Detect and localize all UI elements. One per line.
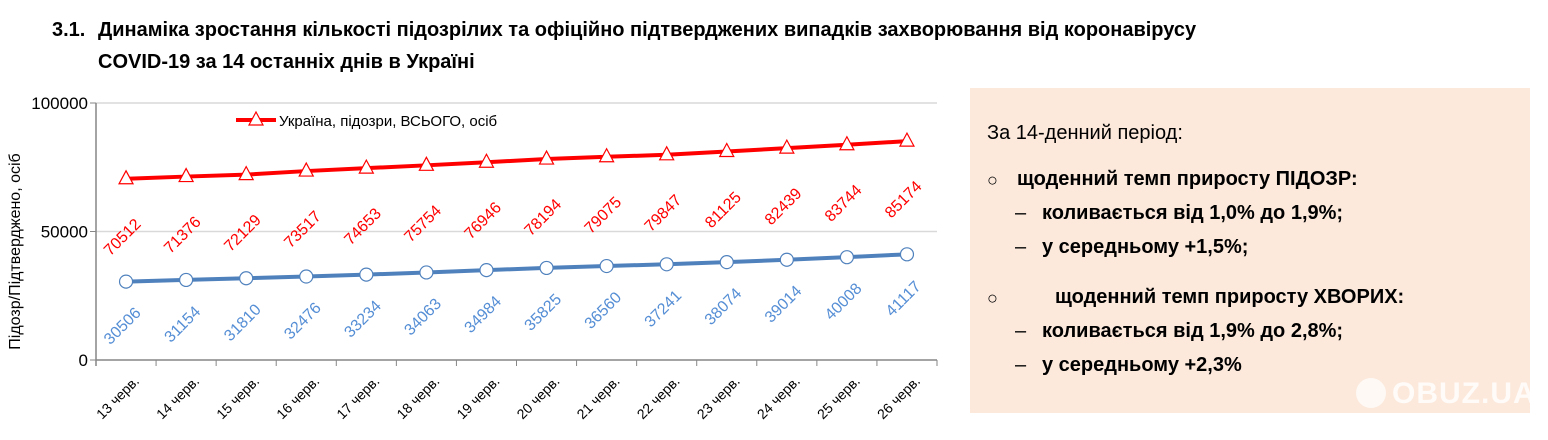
circle-marker [179, 272, 194, 288]
triangle-marker [718, 142, 735, 158]
y-tick-label: 50000 [41, 223, 88, 242]
x-tick-label: 20 черв. [513, 373, 562, 422]
data-label: 34984 [462, 293, 506, 337]
circle-marker [299, 269, 314, 284]
triangle-marker [298, 161, 315, 177]
page-heading: 3.1. Динаміка зростання кількості підозрі… [52, 14, 1196, 78]
watermark-logo-icon [1356, 378, 1386, 408]
triangle-marker [838, 135, 855, 151]
x-tick-label: 24 черв. [754, 373, 803, 422]
y-axis-label: Підозр/Підтверджено, осіб [7, 153, 24, 349]
legend-label: Україна, підозри, ВСЬОГО, осіб [279, 113, 497, 130]
group-item: коливається від 1,9% до 2,8%; [1042, 320, 1344, 342]
data-label: 70512 [101, 216, 145, 260]
dash-icon: – [1015, 320, 1027, 342]
data-label: 31154 [162, 303, 205, 346]
triangle-marker [658, 145, 675, 161]
x-tick-label: 14 черв. [153, 373, 202, 422]
heading-line2: COVID-19 за 14 останніх днів в Україні [98, 51, 475, 73]
x-tick-label: 18 черв. [393, 373, 442, 422]
data-label: 85174 [882, 178, 926, 222]
summary-panel: За 14-денний період: ○ щоденний темп при… [970, 88, 1530, 413]
dash-icon: – [1015, 354, 1027, 376]
group-item: у середньому +1,5%; [1042, 236, 1249, 258]
data-label: 82439 [762, 185, 806, 229]
x-tick-label: 23 черв. [694, 373, 743, 422]
group-item: коливається від 1,0% до 1,9%; [1042, 202, 1344, 224]
data-label: 76946 [462, 199, 506, 243]
triangle-marker [478, 152, 495, 168]
line-chart: 0 50000 100000 13 черв. 14 черв. 15 черв. 16 ч… [7, 94, 938, 422]
circle-marker [659, 257, 674, 272]
circle-bullet-icon: ○ [987, 170, 998, 190]
circle-marker [599, 258, 614, 274]
dash-icon: – [1015, 202, 1027, 224]
data-label: 38074 [702, 285, 746, 329]
heading-number: 3.1. [52, 19, 86, 41]
circle-marker [239, 271, 254, 286]
data-label: 33234 [341, 298, 385, 342]
data-label: 34063 [401, 295, 445, 339]
group-heading-patients: щоденний темп приросту ХВОРИХ: [1055, 286, 1405, 308]
y-tick-label: 0 [79, 351, 88, 370]
circle-marker [839, 250, 854, 265]
circle-marker [719, 255, 734, 270]
circle-marker [779, 252, 794, 267]
data-label: 81125 [702, 189, 745, 232]
watermark: OBUZ.UA [1392, 377, 1536, 410]
data-label: 40008 [822, 280, 866, 324]
triangle-marker [538, 149, 555, 165]
data-label: 72129 [221, 212, 265, 256]
triangle-marker [898, 131, 915, 147]
data-label: 31810 [221, 301, 265, 345]
x-tick-label: 25 черв. [814, 373, 863, 422]
group-item: у середньому +2,3% [1042, 354, 1242, 376]
data-label: 41117 [883, 278, 925, 320]
circle-marker [359, 267, 374, 282]
circle-bullet-icon: ○ [987, 288, 998, 308]
data-label: 36560 [582, 289, 626, 333]
data-label: 37241 [642, 287, 686, 331]
triangle-marker [418, 156, 435, 171]
triangle-marker [778, 138, 795, 154]
data-label: 73517 [281, 208, 325, 252]
summary-intro: За 14-денний період: [987, 122, 1183, 144]
data-label: 71376 [161, 214, 205, 258]
circle-marker [419, 265, 434, 280]
series-line [125, 139, 908, 181]
x-tick-label: 26 черв. [874, 373, 923, 422]
dash-icon: – [1015, 236, 1027, 258]
triangle-marker [178, 167, 195, 183]
data-label: 39014 [762, 283, 806, 327]
triangle-marker [358, 158, 375, 174]
data-label: 35825 [522, 291, 566, 335]
series-line [125, 252, 908, 284]
triangle-marker [118, 169, 135, 185]
data-label: 83744 [822, 182, 866, 226]
x-tick-label: 21 черв. [573, 373, 622, 422]
x-tick-label: 22 черв. [634, 373, 683, 422]
data-label: 79847 [642, 192, 686, 236]
x-tick-label: 13 черв. [93, 373, 142, 422]
x-tick-label: 17 черв. [333, 373, 382, 422]
heading-line1: Динаміка зростання кількості підозрілих … [98, 19, 1197, 41]
legend-triangle-icon [247, 110, 265, 126]
circle-marker [479, 262, 494, 278]
x-tick-label: 19 черв. [453, 373, 502, 422]
y-tick-label: 100000 [31, 94, 88, 113]
circle-marker [539, 260, 554, 276]
data-label: 78194 [522, 196, 566, 240]
data-label: 32476 [281, 300, 325, 344]
circle-marker [899, 247, 915, 262]
data-label: 74653 [341, 205, 385, 249]
data-label: 75754 [401, 202, 445, 246]
group-heading-suspicions: щоденний темп приросту ПІДОЗР: [1017, 168, 1358, 190]
triangle-marker [238, 165, 255, 181]
data-label: 30506 [101, 305, 145, 349]
x-tick-label: 16 черв. [273, 373, 322, 422]
triangle-marker [598, 147, 615, 163]
circle-marker [118, 274, 134, 289]
x-tick-label: 15 черв. [213, 373, 262, 422]
